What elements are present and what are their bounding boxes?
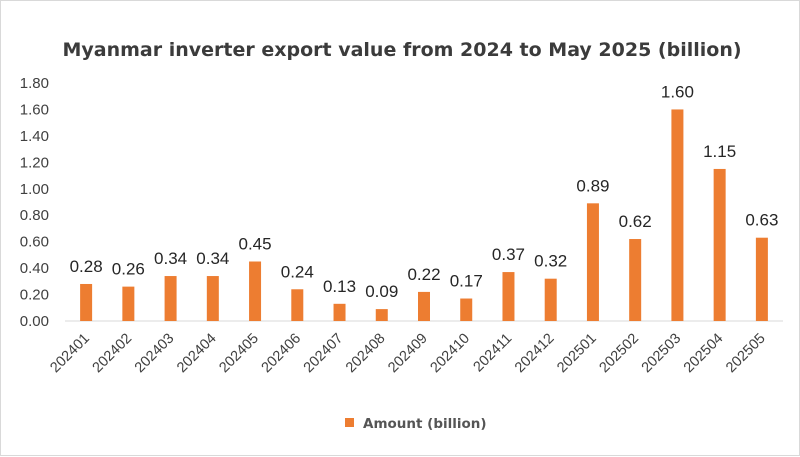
data-label: 0.09 [365, 282, 398, 301]
x-axis-ticks: 2024012024022024032024042024052024062024… [47, 331, 768, 377]
x-tick-label: 202405 [216, 331, 262, 377]
data-label: 1.15 [703, 142, 736, 161]
x-tick-label: 202401 [47, 331, 93, 377]
x-tick-label: 202408 [343, 331, 389, 377]
y-tick-label: 1.00 [20, 181, 49, 198]
y-tick-label: 0.00 [20, 313, 49, 330]
y-axis: 0.00 0.20 0.40 0.60 0.80 1.00 1.20 1.40 1.60 1.80 [20, 75, 49, 330]
data-label: 0.37 [492, 245, 525, 264]
x-tick-label: 202412 [512, 331, 558, 377]
x-tick-label: 202502 [596, 331, 642, 377]
bar [80, 283, 93, 321]
bar [544, 278, 557, 321]
x-tick-label: 202505 [723, 331, 769, 377]
y-tick-label: 1.80 [20, 75, 49, 92]
data-label: 0.34 [196, 249, 229, 268]
data-label: 0.26 [112, 260, 145, 279]
data-label: 0.17 [450, 272, 483, 291]
y-tick-label: 0.20 [20, 287, 49, 304]
data-label: 0.34 [154, 249, 187, 268]
bars-group [80, 109, 768, 321]
y-tick-label: 0.80 [20, 207, 49, 224]
x-tick-label: 202410 [428, 331, 474, 377]
bar [755, 237, 768, 321]
y-tick-label: 0.60 [20, 234, 49, 251]
data-label: 0.32 [534, 252, 567, 271]
bar [629, 239, 642, 321]
data-label: 0.45 [239, 235, 272, 254]
x-tick-label: 202411 [471, 331, 516, 376]
bar [291, 289, 304, 321]
x-tick-label: 202409 [385, 331, 431, 377]
x-tick-label: 202402 [90, 331, 136, 377]
y-tick-label: 1.40 [20, 128, 49, 145]
data-label: 0.28 [70, 257, 103, 276]
legend: Amount (billion) [345, 416, 487, 432]
bar [502, 272, 515, 321]
y-tick-label: 1.20 [20, 154, 49, 171]
y-tick-label: 0.40 [20, 260, 49, 277]
data-label: 0.89 [576, 176, 609, 195]
bar [249, 261, 262, 321]
data-label: 0.13 [323, 277, 356, 296]
bar [122, 286, 135, 321]
bar [164, 276, 177, 321]
data-labels-group: 0.28 0.26 0.34 0.34 0.45 0.24 0.13 0.09 0.22 0.17… [70, 82, 779, 301]
legend-swatch [345, 418, 354, 427]
legend-label: Amount (billion) [363, 416, 487, 432]
bar [206, 276, 219, 321]
bar [375, 309, 388, 321]
y-tick-label: 1.60 [20, 101, 49, 118]
bar [333, 303, 346, 321]
x-tick-label: 202501 [554, 331, 600, 377]
x-tick-label: 202503 [639, 331, 685, 377]
data-label: 0.63 [745, 211, 778, 230]
bar [418, 291, 430, 321]
data-label: 1.60 [661, 82, 694, 101]
bar [460, 298, 473, 321]
x-tick-label: 202406 [259, 331, 305, 377]
x-tick-label: 202404 [174, 331, 220, 377]
data-label: 0.24 [281, 262, 314, 281]
x-tick-label: 202504 [681, 331, 727, 377]
data-label: 0.62 [619, 212, 652, 231]
bar [671, 109, 684, 321]
x-tick-label: 202403 [132, 331, 178, 377]
bar [713, 168, 726, 321]
bar [586, 203, 599, 321]
chart-title: Myanmar inverter export value from 2024 … [62, 39, 741, 61]
x-tick-label: 202407 [301, 331, 347, 377]
data-label: 0.22 [407, 265, 440, 284]
